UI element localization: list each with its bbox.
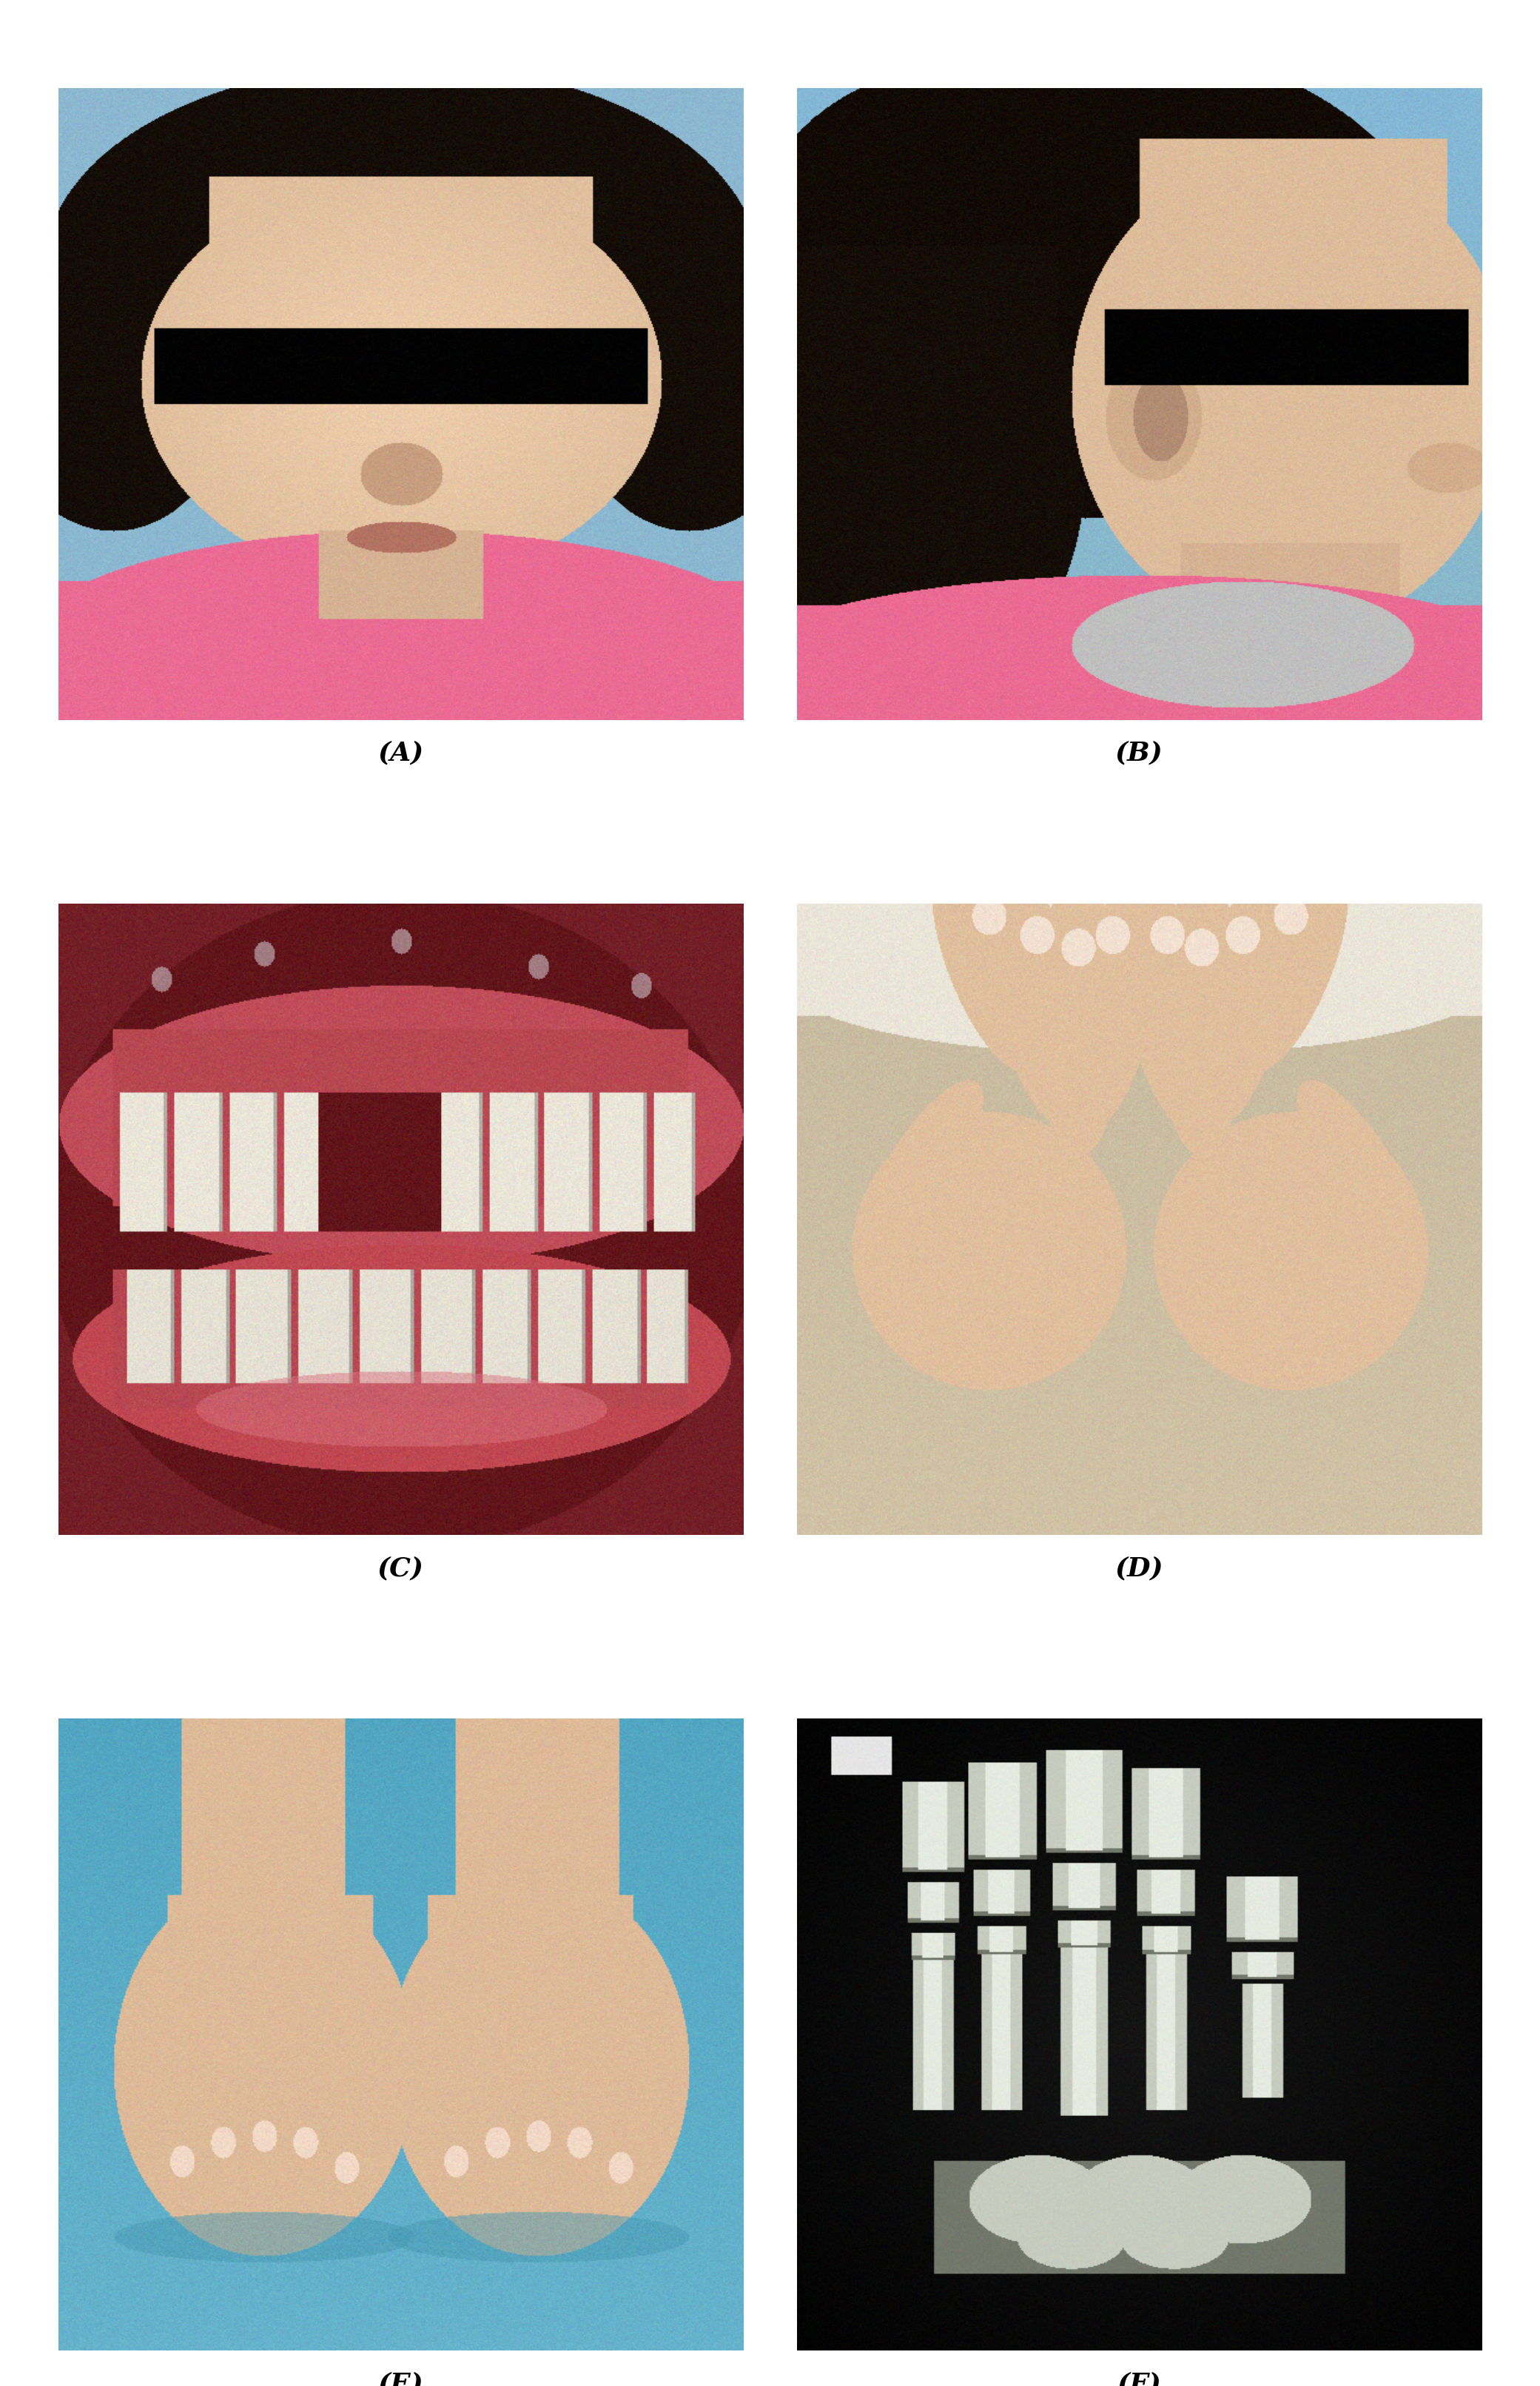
- Text: (B): (B): [1115, 740, 1163, 766]
- Text: (A): (A): [377, 740, 423, 766]
- Text: (E): (E): [377, 2372, 423, 2386]
- Text: (F): (F): [1116, 2372, 1161, 2386]
- Text: (D): (D): [1115, 1556, 1164, 1582]
- Text: (C): (C): [377, 1556, 423, 1582]
